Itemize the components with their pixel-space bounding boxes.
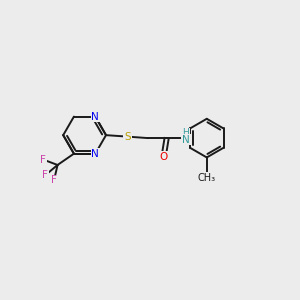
Text: F: F (42, 170, 48, 180)
Text: S: S (124, 132, 131, 142)
Text: CH₃: CH₃ (198, 172, 216, 183)
Text: F: F (40, 154, 46, 165)
Text: N: N (92, 112, 99, 122)
Text: H: H (183, 128, 189, 137)
Text: O: O (160, 152, 168, 161)
Text: F: F (51, 176, 57, 185)
Text: N: N (92, 149, 99, 159)
Text: N: N (182, 135, 190, 145)
